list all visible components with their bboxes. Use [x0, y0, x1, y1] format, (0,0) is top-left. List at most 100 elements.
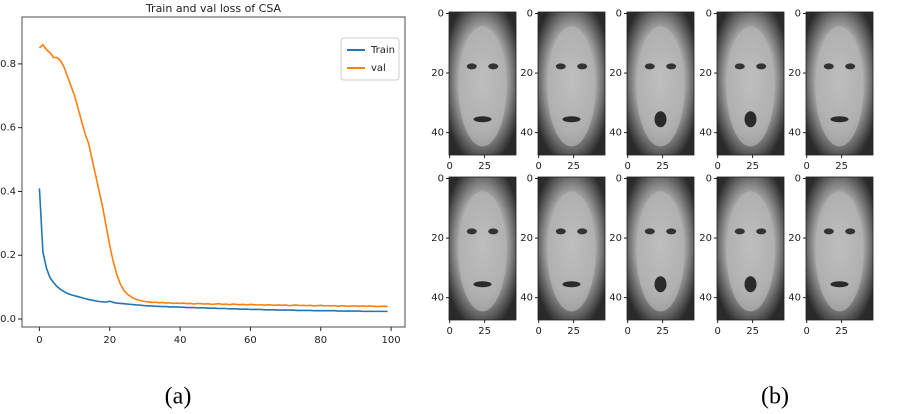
y-tick-label: 20 — [788, 233, 801, 244]
mouth — [744, 276, 757, 293]
face-shape — [636, 26, 685, 147]
y-tick-label: 0 — [706, 173, 712, 184]
image-frame — [805, 176, 874, 321]
y-tick-label: 40 — [788, 293, 801, 304]
x-tick-label: 0 — [36, 335, 42, 346]
y-tick-label: 40 — [431, 128, 444, 139]
x-tick-label: 0 — [447, 161, 453, 172]
y-tick-label: 40 — [609, 128, 622, 139]
image-frame — [805, 11, 874, 156]
chart-title: Train and val loss of CSA — [145, 2, 282, 15]
legend-box — [340, 37, 400, 81]
eye — [823, 63, 834, 70]
image-frame — [626, 11, 695, 156]
y-tick-label: 20 — [788, 68, 801, 79]
image-frame — [716, 176, 785, 321]
eye — [756, 228, 767, 235]
x-tick-label: 0 — [715, 161, 721, 172]
x-tick-label: 20 — [103, 335, 116, 346]
y-tick-label: 0.2 — [0, 250, 16, 261]
x-tick-label: 25 — [746, 161, 759, 172]
image-frame — [537, 11, 606, 156]
mouth — [830, 116, 849, 123]
x-tick-label: 25 — [656, 326, 669, 337]
mouth — [830, 281, 849, 288]
eye — [845, 228, 856, 235]
y-tick-label: 0 — [527, 8, 533, 19]
x-tick-label: 25 — [567, 326, 580, 337]
eye — [466, 228, 477, 235]
face-shape — [726, 191, 775, 312]
y-tick-label: 20 — [699, 233, 712, 244]
y-tick-label: 40 — [699, 293, 712, 304]
face-shape — [547, 191, 596, 312]
mouth — [654, 111, 667, 128]
legend-label: val — [371, 63, 386, 74]
x-tick-label: 0 — [625, 161, 631, 172]
y-tick-label: 20 — [609, 233, 622, 244]
mouth — [473, 116, 492, 123]
legend-label: Train — [370, 45, 395, 56]
face-image — [448, 176, 517, 321]
x-tick-label: 25 — [478, 326, 491, 337]
mouth — [473, 281, 492, 288]
x-tick-label: 25 — [656, 161, 669, 172]
face-image — [716, 11, 785, 156]
y-tick-label: 0.8 — [0, 59, 16, 70]
face-shape — [636, 191, 685, 312]
image-frame — [537, 176, 606, 321]
face-shape — [547, 26, 596, 147]
eye — [644, 228, 655, 235]
x-tick-label: 25 — [567, 161, 580, 172]
eye — [555, 228, 566, 235]
x-tick-label: 25 — [835, 326, 848, 337]
eye — [756, 63, 767, 70]
x-tick-label: 0 — [804, 161, 810, 172]
line-1 — [38, 43, 388, 308]
mouth — [744, 111, 757, 128]
face-image — [626, 176, 695, 321]
y-tick-label: 0 — [795, 8, 801, 19]
y-tick-label: 20 — [609, 68, 622, 79]
eye — [644, 63, 655, 70]
image-frame — [448, 11, 517, 156]
face-shape — [726, 26, 775, 147]
y-tick-label: 40 — [520, 128, 533, 139]
mouth — [562, 281, 581, 288]
x-tick-label: 25 — [478, 161, 491, 172]
y-tick-label: 40 — [520, 293, 533, 304]
mouth — [654, 276, 667, 293]
y-tick-label: 20 — [520, 68, 533, 79]
x-tick-label: 25 — [746, 326, 759, 337]
face-shape — [458, 26, 507, 147]
mouth — [562, 116, 581, 123]
eye — [466, 63, 477, 70]
x-tick-label: 0 — [447, 326, 453, 337]
x-tick-label: 0 — [536, 326, 542, 337]
eye — [555, 63, 566, 70]
line-0 — [38, 188, 388, 313]
eye — [577, 228, 588, 235]
eye — [734, 228, 745, 235]
eye — [577, 63, 588, 70]
image-frame — [448, 176, 517, 321]
x-tick-label: 40 — [174, 335, 187, 346]
face-image — [716, 176, 785, 321]
image-frame — [626, 176, 695, 321]
y-tick-label: 20 — [699, 68, 712, 79]
face-shape — [458, 191, 507, 312]
x-tick-label: 60 — [244, 335, 257, 346]
image-frame — [716, 11, 785, 156]
eye — [734, 63, 745, 70]
y-tick-label: 40 — [431, 293, 444, 304]
eye — [488, 63, 499, 70]
eye — [823, 228, 834, 235]
y-tick-label: 0.4 — [0, 186, 16, 197]
x-tick-label: 0 — [804, 326, 810, 337]
y-tick-label: 20 — [431, 233, 444, 244]
y-tick-label: 40 — [788, 128, 801, 139]
face-image — [626, 11, 695, 156]
y-tick-label: 0 — [527, 173, 533, 184]
x-tick-label: 25 — [835, 161, 848, 172]
x-tick-label: 0 — [625, 326, 631, 337]
